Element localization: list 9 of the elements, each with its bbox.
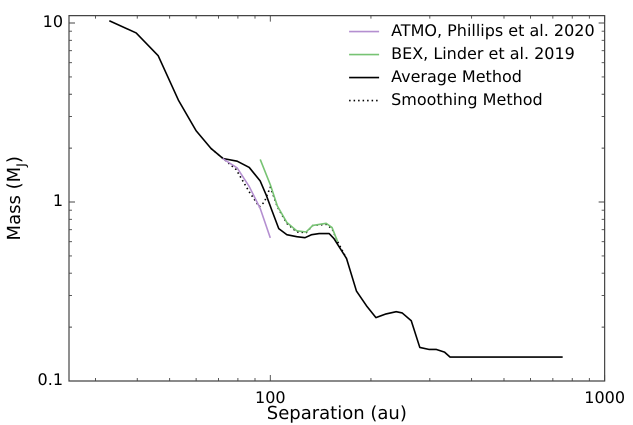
y-tick-label: 10 (42, 12, 63, 32)
y-tick-label: 1 (52, 191, 63, 210)
legend-label: BEX, Linder et al. 2019 (391, 44, 575, 63)
legend-label: ATMO, Phillips et al. 2020 (391, 20, 595, 40)
legend-label: Smoothing Method (391, 90, 543, 109)
x-tick-label: 1000 (584, 388, 625, 407)
y-axis-title: Mass (MJ) (4, 156, 28, 240)
y-tick-label: 0.1 (38, 370, 63, 390)
legend-label: Average Method (391, 66, 522, 86)
